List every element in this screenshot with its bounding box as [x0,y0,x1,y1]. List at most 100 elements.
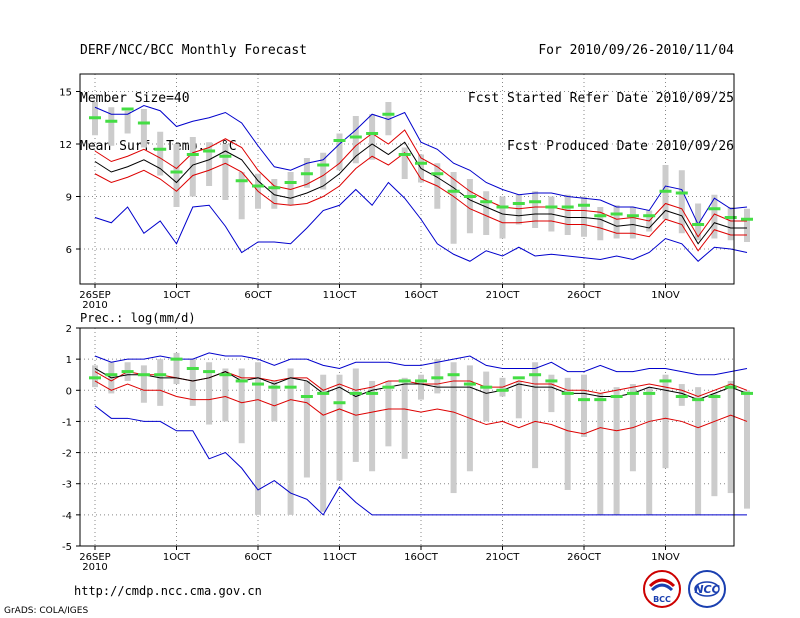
range-bar [189,137,196,197]
x-tick-label: 11OCT [323,290,358,301]
median-marker [561,205,574,209]
range-bar [418,374,424,400]
range-bar [515,380,522,419]
x-tick-label: 21OCT [486,290,521,301]
range-bar [695,203,702,241]
y-tick-label: 9 [66,193,72,204]
median-marker [724,216,737,219]
min-line [94,405,747,516]
x-tick-label: 21OCT [486,552,521,563]
median-marker [512,202,525,205]
range-bar [336,133,343,171]
range-bar [532,362,539,469]
range-bar [581,374,587,437]
median-marker [463,382,476,386]
min-line [94,181,748,262]
lower-spread-line [94,380,748,435]
range-bar [515,194,522,225]
header-start-date: Fcst Started Refer Date 2010/09/25 [467,91,734,106]
median-marker [545,379,558,383]
median-marker [675,191,688,195]
range-bar [173,352,180,385]
median-marker [496,388,509,392]
median-marker [626,214,639,218]
median-marker [431,376,444,380]
median-marker [154,373,167,377]
median-marker [268,385,281,389]
median-marker [708,207,721,211]
range-bar [271,380,278,422]
median-marker [398,379,411,383]
median-marker [317,163,330,167]
median-marker [415,161,427,165]
range-bar [744,208,750,242]
median-marker [431,172,444,176]
range-bar [744,390,750,509]
precip-title: Prec.: log(mm/d) [80,311,196,325]
median-marker [121,107,134,111]
upper-spread-line [94,129,747,238]
range-bar [222,144,229,200]
median-marker [105,119,118,123]
range-bar [352,116,359,164]
x-tick-label: 16OCT [404,552,439,563]
median-marker [300,172,313,176]
bcc-logo: BCC [643,570,681,608]
y-tick-label: -1 [62,417,72,428]
y-tick-label: -2 [62,449,72,460]
median-marker [105,373,118,377]
range-bar [140,109,147,148]
x-tick-sublabel: 2010 [82,562,107,573]
bcc-logo-text: BCC [653,595,671,604]
x-tick-label: 1OCT [163,552,191,563]
median-marker [366,391,379,395]
range-bar [711,393,718,497]
x-tick-label: 26OCT [567,552,602,563]
median-marker [692,398,705,402]
median-marker [137,373,150,377]
grads-credit: GrADS: COLA/IGES [4,606,89,616]
range-bar [597,207,604,241]
range-bar [532,191,539,228]
x-tick-label: 6OCT [244,552,272,563]
range-bar [711,194,718,239]
range-bar [92,365,98,388]
median-marker [203,370,216,374]
median-marker [415,379,427,383]
median-marker [284,181,297,184]
header-title: DERF/NCC/BCC Monthly Forecast [80,43,307,58]
median-marker [545,205,558,209]
median-marker [349,135,362,139]
median-marker [382,385,395,389]
median-marker [594,398,607,402]
median-marker [512,376,525,380]
range-bar [303,380,310,478]
median-marker [659,379,672,383]
median-marker [561,391,574,395]
range-bar [157,359,164,406]
median-marker [594,214,607,218]
median-marker [186,366,199,370]
range-bar [483,191,490,235]
y-tick-label: 12 [59,140,72,151]
x-tick-label: 16OCT [404,290,439,301]
plot-frame [79,73,735,285]
range-bar [613,387,620,515]
x-tick-label: 26SEP [79,552,110,563]
median-marker [724,385,737,389]
median-marker [219,154,232,158]
source-url[interactable]: http://cmdp.ncc.cma.gov.cn [74,584,262,598]
range-bar [287,172,294,206]
median-marker [643,214,656,218]
y-tick-label: 15 [59,88,72,99]
plot-frame [79,327,735,547]
median-marker [235,179,248,183]
y-tick-label: 0 [66,386,72,397]
median-marker [317,391,330,395]
median-marker [659,189,672,193]
range-bar [597,393,604,515]
range-bar [238,172,245,220]
